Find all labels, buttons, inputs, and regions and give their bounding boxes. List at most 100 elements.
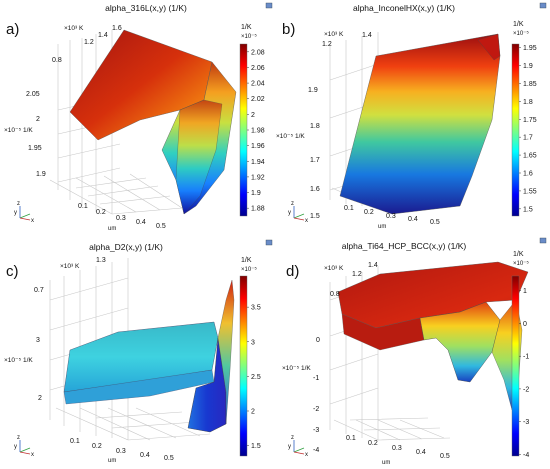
panel-c-x-label: um: [108, 458, 116, 464]
panel-b-colorbar: [511, 43, 520, 217]
panel-b-colorbar-unit: 1/K: [513, 21, 524, 28]
panel-b-x-tick: 0.4: [408, 216, 418, 223]
panel-b-x-tick: 0.3: [386, 213, 396, 220]
colorbar-tick-label: 1.96: [251, 143, 265, 150]
colorbar-tick-label: 3.5: [251, 305, 261, 312]
panel-d-x-tick: 0.5: [440, 453, 450, 460]
panel-c-triad-y: y: [14, 444, 17, 450]
panel-d: d) alpha_Ti64_HCP_BCC(x,y) (1/K) ×10³ K …: [282, 237, 547, 466]
panel-d-colorbar-ticks: 1 0 -1 -2 -3 -4: [519, 288, 529, 459]
panel-d-colorbar: [511, 275, 520, 457]
panel-a-y-tick: 1.2: [84, 39, 94, 46]
colorbar-tick-label: 1.5: [523, 206, 533, 213]
panel-d-y-tick: 1.4: [368, 262, 378, 269]
colorbar-tick-label: 1.85: [523, 81, 537, 88]
panel-a-y-tick: 1.4: [98, 32, 108, 39]
colorbar-tick-label: 2.08: [251, 49, 265, 56]
panel-b-colorbar-ticks: 1.95 1.9 1.85 1.8 1.75 1.7 1.65 1.6 1.55 1.5: [519, 45, 537, 213]
colorbar-tick-label: 1.88: [251, 206, 265, 213]
panel-b-z-tick: 1.7: [310, 157, 320, 164]
panel-b-label: b): [282, 21, 295, 38]
panel-d-triad-z: z: [291, 435, 294, 441]
colorbar-tick-label: -4: [523, 452, 529, 459]
colorbar-tick-label: 1.9: [251, 190, 261, 197]
panel-a-colorbar: [239, 43, 248, 217]
panel-b-y-tick: 1.2: [322, 41, 332, 48]
panel-a-z-tick: 2.05: [26, 91, 40, 98]
panel-c-surface-front: [63, 369, 215, 405]
panel-d-z-exponent: ×10⁻⁵ 1/K: [282, 365, 311, 372]
panel-c-triad-z: z: [17, 435, 20, 441]
panel-c-z-tick: 3: [36, 337, 40, 344]
panel-a-triad-z: z: [17, 201, 20, 207]
panel-c-z-tick: 2: [38, 395, 42, 402]
panel-c-info-icon[interactable]: [265, 239, 273, 246]
panel-a-y-tick: 0.8: [52, 57, 62, 64]
panel-a-triad-y: y: [14, 210, 17, 216]
panel-a-z-tick: 1.95: [28, 145, 42, 152]
panel-d-colorbar-exponent: ×10⁻⁵: [513, 260, 529, 267]
panel-a-info-icon[interactable]: [265, 2, 273, 9]
panel-d-z-tick: 0: [316, 337, 320, 344]
panel-b-surface: [339, 33, 501, 215]
panel-b-info-icon[interactable]: [539, 2, 547, 9]
panel-c-y-exponent: ×10³ K: [60, 263, 80, 270]
panel-c-x-tick: 0.4: [140, 452, 150, 459]
panel-a-triad-x: x: [31, 218, 34, 224]
panel-d-info-icon[interactable]: [539, 237, 547, 244]
colorbar-tick-label: 1.5: [251, 443, 261, 450]
panel-c: c) alpha_D2(x,y) (1/K) ×10³ K 0.7 1.3 3 …: [4, 239, 273, 464]
panel-c-z-exponent: ×10⁻⁵ 1/K: [4, 357, 33, 364]
panel-a-z-tick: 2: [36, 116, 40, 123]
panel-d-triad-y: y: [288, 444, 291, 450]
colorbar-tick-label: 1.65: [523, 153, 537, 160]
panel-b-surface-edge: [477, 33, 501, 61]
colorbar-tick-label: 1: [523, 288, 527, 295]
panel-d-x-tick: 0.2: [368, 440, 378, 447]
panel-b-z-tick: 1.5: [310, 213, 320, 220]
panel-c-y-tick: 0.7: [34, 287, 44, 294]
panel-c-title: alpha_D2(x,y) (1/K): [89, 242, 163, 252]
panel-a-surface-ridge: [175, 99, 223, 215]
panel-a-colorbar-exponent: ×10⁻⁵: [241, 33, 257, 40]
panel-b-z-tick: 1.8: [310, 123, 320, 130]
panel-c-colorbar-ticks: 3.5 3 2.5 2 1.5: [247, 305, 261, 450]
colorbar-tick-label: 2: [251, 112, 255, 119]
panel-a-x-tick: 0.1: [78, 203, 88, 210]
panel-c-colorbar-unit: 1/K: [241, 257, 252, 264]
colorbar-tick-label: 0: [523, 321, 527, 328]
panel-c-x-tick: 0.3: [116, 448, 126, 455]
panel-d-z-tick: -4: [313, 447, 319, 454]
panel-a-colorbar-unit: 1/K: [241, 24, 252, 31]
panel-d-label: d): [286, 263, 299, 280]
panel-b-colorbar-exponent: ×10⁻⁵: [513, 30, 529, 37]
panel-d-x-tick: 0.1: [346, 435, 356, 442]
panel-b-z-tick: 1.9: [308, 87, 318, 94]
panel-b-x-tick: 0.5: [430, 219, 440, 226]
panel-b-z-tick: 1.6: [310, 186, 320, 193]
panel-b-y-exponent: ×10³ K: [324, 31, 344, 38]
colorbar-tick-label: 1.9: [523, 63, 533, 70]
panel-d-colorbar-unit: 1/K: [513, 251, 524, 258]
panel-b: b) alpha_InconelHX(x,y) (1/K) ×10³ K 1.2…: [276, 2, 547, 230]
panel-d-axis-triad: [293, 440, 305, 455]
panel-c-x-tick: 0.1: [70, 438, 80, 445]
panel-a-z-tick: 1.9: [36, 171, 46, 178]
panel-b-x-tick: 0.1: [344, 205, 354, 212]
panel-d-x-tick: 0.4: [416, 449, 426, 456]
colorbar-tick-label: 2.02: [251, 96, 265, 103]
panel-d-z-tick: -1: [313, 375, 319, 382]
panel-d-z-tick: -3: [313, 427, 319, 434]
panel-c-triad-x: x: [31, 452, 34, 458]
panel-a-x-tick: 0.5: [156, 223, 166, 230]
colorbar-tick-label: 1.7: [523, 135, 533, 142]
panel-b-x-label: um: [378, 224, 386, 230]
colorbar-tick-label: 1.55: [523, 188, 537, 195]
panel-b-title: alpha_InconelHX(x,y) (1/K): [353, 3, 455, 13]
panel-a-x-tick: 0.3: [116, 215, 126, 222]
panel-b-z-exponent: ×10⁻⁵ 1/K: [276, 133, 305, 140]
panel-b-triad-z: z: [291, 201, 294, 207]
colorbar-tick-label: -2: [523, 386, 529, 393]
panel-d-y-exponent: ×10³ K: [324, 265, 344, 272]
